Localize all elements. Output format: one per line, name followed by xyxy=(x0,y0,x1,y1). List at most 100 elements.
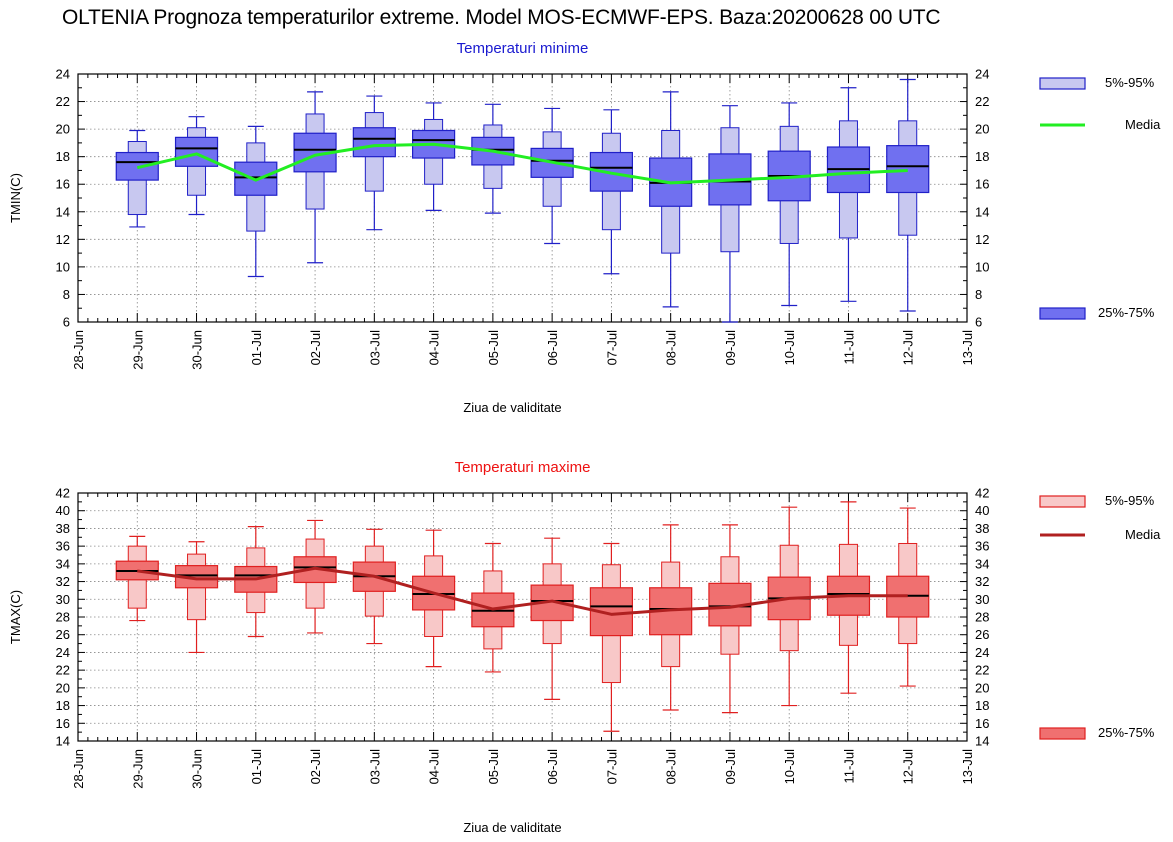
y-tick-label-right: 18 xyxy=(975,698,989,713)
y-tick-label-right: 38 xyxy=(975,521,989,536)
x-tick-label: 02-Jul xyxy=(308,330,323,366)
y-tick-label-right: 20 xyxy=(975,122,989,137)
x-tick-label: 05-Jul xyxy=(486,749,501,785)
x-tick-label: 10-Jul xyxy=(782,749,797,785)
box-08-Jul xyxy=(649,524,693,711)
y-tick-label-right: 28 xyxy=(975,610,989,625)
x-tick-label: 01-Jul xyxy=(249,749,264,785)
x-tick-label: 07-Jul xyxy=(604,330,619,366)
x-tick-label: 28-Jun xyxy=(71,330,86,370)
y-tick-label-left: 38 xyxy=(56,521,70,536)
y-tick-label-left: 20 xyxy=(56,122,70,137)
x-tick-label: 06-Jul xyxy=(545,749,560,785)
y-tick-label-right: 22 xyxy=(975,663,989,678)
box-04-Jul xyxy=(412,102,456,211)
x-tick-label: 09-Jul xyxy=(723,330,738,366)
box-06-Jul xyxy=(530,107,574,245)
y-axis-label: TMAX(C) xyxy=(8,590,23,644)
x-tick-label: 12-Jul xyxy=(901,330,916,366)
legend-label-25-75: 25%-75% xyxy=(1098,305,1155,320)
box-29-Jun xyxy=(115,535,159,622)
legend-swatch-25-75 xyxy=(1039,727,1086,740)
y-tick-label-left: 14 xyxy=(56,734,70,749)
box-09-Jul xyxy=(708,524,752,714)
x-tick-label: 29-Jun xyxy=(130,749,145,789)
x-axis-label: Ziua de validitate xyxy=(463,400,561,415)
plot-frame xyxy=(77,73,968,323)
y-tick-label-right: 24 xyxy=(975,67,989,82)
box-30-Jun xyxy=(174,116,219,216)
box-25-75 xyxy=(352,127,396,158)
x-tick-label: 13-Jul xyxy=(960,749,975,785)
x-tick-label: 30-Jun xyxy=(190,330,205,370)
tmin-chart: Temperaturi minime 6 6 8 8 10 10 12 12 14 14 16 16 18… xyxy=(8,40,1161,415)
y-tick-label-right: 10 xyxy=(975,259,989,274)
y-tick-label-left: 20 xyxy=(56,680,70,695)
y-tick-label-right: 32 xyxy=(975,574,989,589)
y-tick-label-right: 26 xyxy=(975,627,989,642)
box-12-Jul xyxy=(886,78,930,312)
box-25-75 xyxy=(886,145,930,194)
x-tick-label: 11-Jul xyxy=(841,749,856,784)
box-01-Jul xyxy=(234,526,278,638)
box-10-Jul xyxy=(767,506,811,707)
box-30-Jun xyxy=(174,541,219,654)
y-tick-label-left: 24 xyxy=(56,645,70,660)
box-11-Jul xyxy=(826,87,871,302)
x-tick-label: 11-Jul xyxy=(841,330,856,365)
chart-subtitle: Temperaturi minime xyxy=(457,40,589,57)
legend-label-5-95: 5%-95% xyxy=(1105,493,1155,508)
y-tick-label-right: 8 xyxy=(975,287,982,302)
y-tick-label-left: 26 xyxy=(56,627,70,642)
x-tick-label: 03-Jul xyxy=(367,749,382,785)
main-title: OLTENIA Prognoza temperaturilor extreme.… xyxy=(62,6,941,29)
x-tick-label: 12-Jul xyxy=(901,749,916,785)
box-01-Jul xyxy=(234,125,278,278)
box-29-Jun xyxy=(115,129,159,228)
y-tick-label-left: 6 xyxy=(63,315,70,330)
y-tick-label-left: 40 xyxy=(56,503,70,518)
y-tick-label-left: 24 xyxy=(56,67,70,82)
legend-swatch-5-95 xyxy=(1039,77,1086,90)
y-tick-label-left: 28 xyxy=(56,610,70,625)
legend-label-media: Media xyxy=(1125,117,1161,132)
y-tick-label-left: 30 xyxy=(56,592,70,607)
legend: 5%-95% Media 25%-75% xyxy=(1039,75,1161,320)
y-tick-label-left: 42 xyxy=(56,486,70,501)
box-03-Jul xyxy=(352,95,396,231)
y-tick-label-right: 6 xyxy=(975,315,982,330)
y-tick-label-right: 20 xyxy=(975,680,989,695)
media-line xyxy=(137,566,908,616)
box-07-Jul xyxy=(589,542,634,732)
y-tick-label-right: 40 xyxy=(975,503,989,518)
x-tick-label: 06-Jul xyxy=(545,330,560,366)
y-tick-label-right: 24 xyxy=(975,645,989,660)
y-tick-label-right: 16 xyxy=(975,177,989,192)
x-tick-label: 10-Jul xyxy=(782,330,797,366)
x-tick-label: 30-Jun xyxy=(190,749,205,789)
x-tick-label: 02-Jul xyxy=(308,749,323,785)
y-axis-label: TMIN(C) xyxy=(8,173,23,223)
y-tick-label-left: 16 xyxy=(56,716,70,731)
media-line xyxy=(136,142,908,185)
y-tick-label-left: 32 xyxy=(56,574,70,589)
x-tick-label: 13-Jul xyxy=(960,330,975,366)
y-tick-label-right: 14 xyxy=(975,204,989,219)
legend-label-5-95: 5%-95% xyxy=(1105,75,1155,90)
x-tick-label: 04-Jul xyxy=(427,330,442,366)
box-08-Jul xyxy=(649,91,693,308)
x-tick-label: 05-Jul xyxy=(486,330,501,366)
y-tick-label-left: 12 xyxy=(56,232,70,247)
x-tick-label: 09-Jul xyxy=(723,749,738,785)
y-tick-label-left: 22 xyxy=(56,94,70,109)
box-03-Jul xyxy=(352,528,396,645)
y-tick-label-left: 14 xyxy=(56,204,70,219)
y-tick-label-right: 22 xyxy=(975,94,989,109)
box-06-Jul xyxy=(530,537,574,700)
x-tick-label: 03-Jul xyxy=(367,330,382,366)
y-tick-label-left: 16 xyxy=(56,177,70,192)
y-tick-label-right: 42 xyxy=(975,486,989,501)
y-tick-label-left: 18 xyxy=(56,149,70,164)
box-05-Jul xyxy=(471,103,515,214)
